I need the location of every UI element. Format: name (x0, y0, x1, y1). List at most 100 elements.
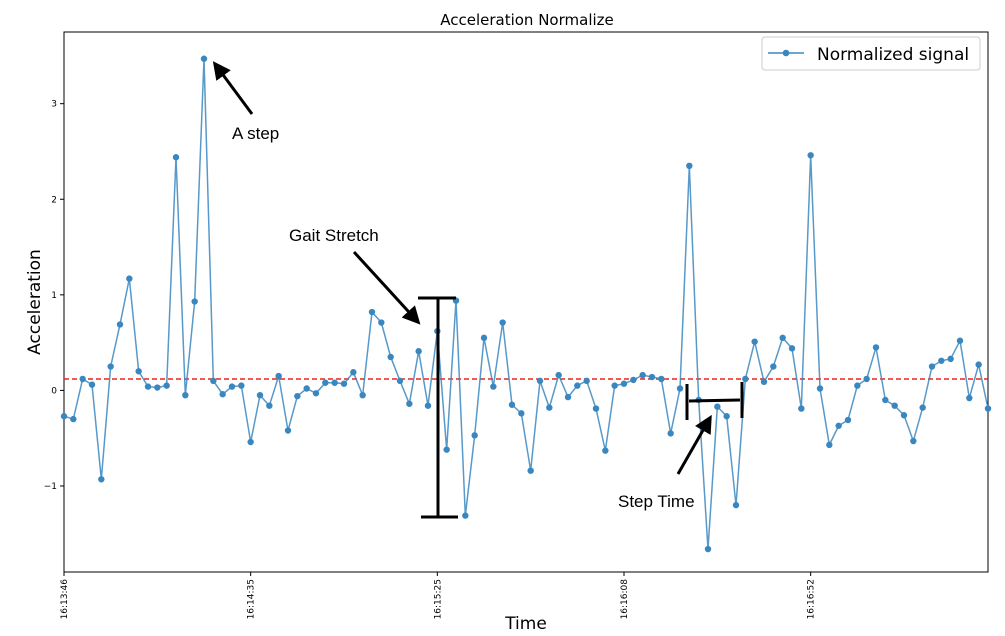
data-point (751, 338, 758, 345)
series-points (60, 55, 992, 553)
data-point (294, 392, 301, 400)
data-point (770, 363, 777, 370)
legend-marker (782, 49, 790, 57)
data-point (807, 152, 814, 159)
data-point (611, 382, 618, 389)
data-point (602, 447, 609, 454)
step-time-bracket-horizontal (688, 398, 741, 403)
annotation-arrow-a-step (212, 61, 254, 115)
data-point (975, 361, 982, 368)
annotation-gait-stretch: Gait Stretch (289, 226, 458, 519)
data-point (135, 368, 142, 375)
data-point (527, 467, 534, 474)
data-point (574, 382, 581, 389)
data-point (583, 377, 590, 385)
annotation-label-a-step: A step (232, 124, 279, 143)
data-point (891, 402, 898, 409)
data-point (340, 380, 348, 387)
x-tick-label: 16:14:35 (247, 579, 257, 619)
series-line-normalized-signal (63, 58, 989, 550)
data-point (396, 377, 404, 385)
data-point (154, 384, 161, 391)
data-point (471, 432, 478, 439)
x-axis-ticks: 16:13:46 16:14:35 16:15:25 16:16:08 16:16:52 (60, 572, 817, 619)
data-point (284, 427, 292, 434)
chart-title: Acceleration Normalize (440, 11, 614, 29)
data-point (107, 363, 114, 370)
data-point (564, 393, 572, 401)
data-point (60, 413, 68, 420)
data-point (116, 321, 124, 328)
data-point (303, 385, 310, 392)
data-point (378, 319, 385, 326)
annotation-arrow-gait-stretch (352, 250, 421, 325)
data-point (854, 382, 861, 389)
x-axis-title: Time (504, 614, 547, 634)
data-point (499, 319, 506, 326)
data-point (648, 373, 656, 381)
data-point (172, 154, 180, 161)
data-point (191, 298, 198, 305)
data-point (686, 162, 693, 170)
data-point (508, 401, 516, 408)
data-point (928, 363, 936, 370)
data-point (424, 402, 432, 409)
data-point (322, 379, 329, 386)
x-tick-label: 16:15:25 (433, 579, 443, 619)
y-tick-label: 2 (51, 195, 57, 205)
data-point (98, 476, 105, 483)
data-point (826, 441, 833, 449)
data-point (536, 377, 544, 385)
annotation-arrow-step-time (676, 414, 712, 475)
data-point (238, 382, 245, 389)
data-point (667, 430, 674, 437)
plot-area-frame (63, 31, 989, 573)
data-point (546, 404, 553, 411)
data-point (368, 308, 376, 316)
data-point (639, 371, 646, 379)
y-tick-label: 1 (51, 291, 57, 301)
y-tick-label: −1 (44, 482, 57, 492)
data-point (219, 391, 226, 398)
data-point (210, 377, 217, 385)
data-point (126, 275, 133, 282)
x-tick-label: 16:16:08 (620, 579, 630, 620)
data-point (387, 353, 394, 361)
legend: Normalized signal (761, 36, 981, 71)
annotation-label-step-time: Step Time (618, 492, 695, 511)
data-point (947, 355, 954, 363)
data-point (70, 415, 77, 423)
data-point (938, 357, 945, 364)
y-axis-title: Acceleration (25, 249, 45, 355)
y-tick-label: 0 (51, 386, 57, 396)
data-point (863, 375, 870, 383)
data-point (555, 371, 562, 379)
data-point (760, 378, 768, 386)
data-point (228, 383, 236, 390)
data-point (79, 375, 86, 383)
data-point (844, 416, 852, 424)
data-point (658, 375, 665, 383)
data-point (182, 391, 189, 399)
data-point (443, 446, 450, 453)
data-point (200, 55, 208, 62)
data-point (359, 391, 366, 399)
data-point (984, 405, 992, 412)
data-point (714, 403, 721, 410)
data-point (779, 334, 786, 342)
data-point (415, 348, 422, 355)
data-point (312, 390, 320, 397)
data-point (742, 375, 749, 383)
data-point (630, 376, 637, 384)
data-point (256, 391, 264, 399)
data-point (406, 400, 413, 407)
data-point (163, 382, 170, 389)
annotation-step-time: Step Time (618, 382, 744, 511)
data-point (910, 437, 917, 445)
data-point (490, 383, 497, 390)
x-tick-label: 16:13:46 (60, 579, 70, 620)
data-point (900, 412, 908, 419)
data-point (723, 413, 730, 420)
data-point (144, 383, 152, 390)
